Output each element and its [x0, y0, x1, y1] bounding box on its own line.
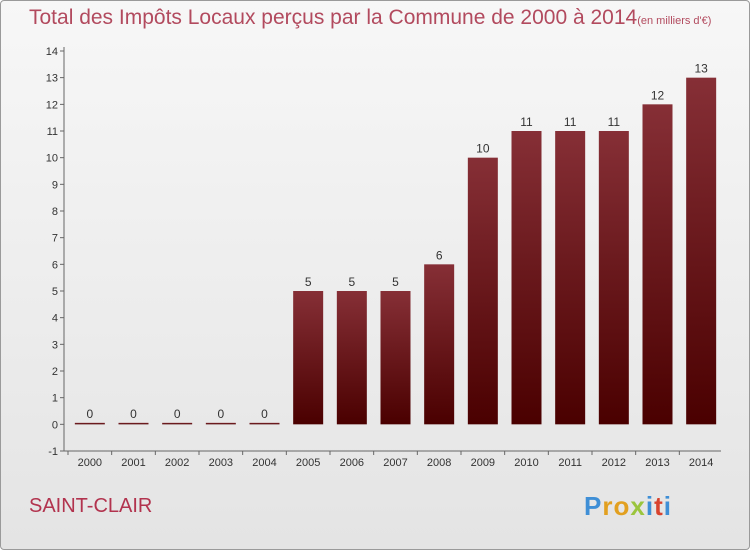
bar-2010: [511, 131, 542, 425]
x-tick-label: 2012: [602, 457, 626, 469]
logo-letter: t: [654, 491, 664, 521]
bar-value-label: 10: [476, 142, 490, 156]
logo-letter: i: [645, 491, 655, 521]
bar-2008: [424, 264, 455, 425]
y-tick-label: 4: [52, 313, 58, 325]
bar-2009: [467, 157, 498, 425]
y-tick-label: 10: [46, 153, 58, 165]
bar-2012: [598, 131, 629, 425]
x-tick-label: 2010: [514, 457, 538, 469]
x-tick-label: 2000: [78, 457, 102, 469]
bar-2002: [162, 422, 193, 425]
bar-value-label: 11: [608, 115, 621, 129]
bar-value-label: 13: [694, 62, 708, 76]
y-tick-label: 6: [52, 259, 58, 271]
x-tick-label: 2013: [645, 457, 669, 469]
y-tick-label: 12: [46, 99, 58, 111]
x-tick-label: 2014: [689, 457, 713, 469]
x-tick-label: 2004: [252, 457, 276, 469]
x-tick-label: 2009: [471, 457, 495, 469]
bar-value-label: 0: [86, 407, 93, 421]
bar-2006: [336, 291, 367, 425]
y-tick-label: 8: [52, 206, 58, 218]
proxiti-logo: Proxiti: [584, 491, 672, 522]
bar-value-label: 12: [651, 88, 665, 102]
y-tick-label: 7: [52, 233, 58, 245]
y-tick-label: 5: [52, 286, 58, 298]
y-tick-label: 14: [46, 46, 58, 58]
x-tick-label: 2002: [165, 457, 189, 469]
x-tick-label: 2001: [121, 457, 145, 469]
chart-unit: (en milliers d'€): [637, 15, 712, 27]
y-tick-label: 11: [47, 126, 58, 138]
logo-letter: i: [663, 491, 672, 521]
chart-title: Total des Impôts Locaux perçus par la Co…: [29, 6, 711, 30]
y-tick-label: 2: [52, 366, 58, 378]
bar-value-label: 6: [436, 248, 443, 262]
x-tick-label: 2005: [296, 457, 320, 469]
bar-2011: [555, 131, 586, 425]
y-tick-label: 3: [52, 339, 58, 351]
y-tick-label: -1: [48, 446, 58, 458]
commune-name: SAINT-CLAIR: [29, 495, 153, 517]
logo-letter: P: [584, 491, 603, 521]
y-tick-label: 13: [46, 73, 58, 85]
bar-2003: [205, 422, 236, 425]
x-tick-label: 2011: [558, 457, 582, 469]
x-tick-label: 2006: [340, 457, 364, 469]
bar-value-label: 0: [174, 407, 181, 421]
bar-2005: [293, 291, 324, 425]
bar-value-label: 5: [348, 275, 355, 289]
y-tick-label: 0: [52, 419, 58, 431]
logo-letter: r: [602, 491, 614, 521]
bar-2004: [249, 422, 280, 425]
bar-value-label: 0: [217, 407, 224, 421]
x-tick-label: 2007: [383, 457, 407, 469]
x-tick-label: 2008: [427, 457, 451, 469]
bar-2014: [686, 77, 717, 425]
x-tick-label: 2003: [209, 457, 233, 469]
logo-letter: o: [613, 491, 631, 521]
bar-value-label: 11: [564, 115, 577, 129]
bar-value-label: 5: [392, 275, 399, 289]
bar-2007: [380, 291, 411, 425]
logo-letter: x: [630, 491, 646, 521]
bar-value-label: 0: [261, 407, 268, 421]
bar-2001: [118, 422, 149, 425]
bar-value-label: 11: [520, 115, 533, 129]
chart-title-text: Total des Impôts Locaux perçus par la Co…: [29, 6, 638, 29]
bar-value-label: 5: [305, 275, 312, 289]
bar-2013: [642, 104, 673, 425]
y-tick-label: 1: [52, 393, 58, 405]
bar-2000: [74, 422, 105, 425]
bar-value-label: 0: [130, 407, 137, 421]
y-tick-label: 9: [52, 179, 58, 191]
